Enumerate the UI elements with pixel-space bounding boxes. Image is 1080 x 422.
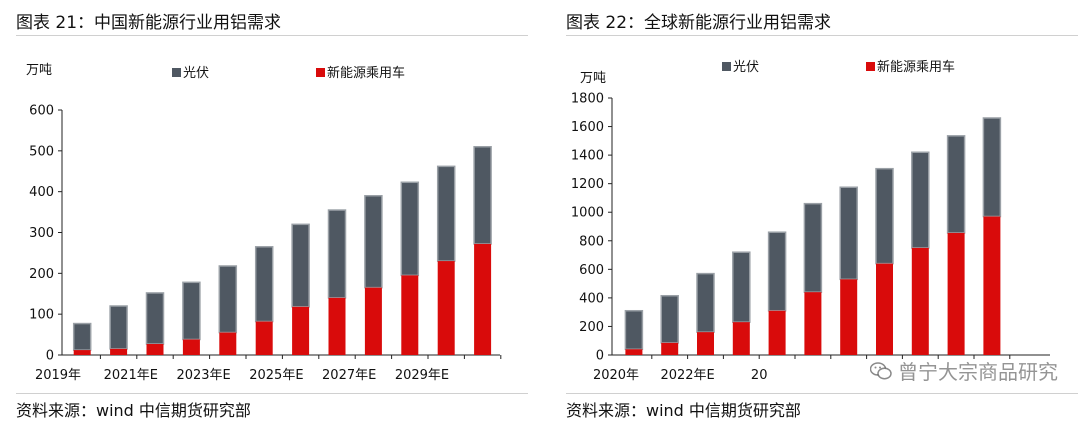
bar-ev <box>983 216 1001 355</box>
bar-ev <box>625 349 643 355</box>
bar-pv <box>946 135 966 234</box>
bar-ev <box>732 322 750 355</box>
bar-pv <box>72 322 92 351</box>
y-tick-label: 200 <box>579 320 604 335</box>
bar-ev <box>474 243 492 355</box>
bar-pv <box>364 195 383 289</box>
bar-ev <box>73 350 91 355</box>
bar-pv <box>660 294 679 344</box>
chart-panel-china: 图表 21：中国新能源行业用铝需求 万吨 光伏 新能源乘用车 0 100 200 300 40… <box>0 0 528 422</box>
bar-pv <box>473 146 492 245</box>
bar-ev <box>437 261 455 355</box>
bar-ev <box>661 342 679 355</box>
title-rule <box>16 35 528 36</box>
bar-pv <box>911 151 930 249</box>
y-tick-label: 600 <box>579 263 604 278</box>
y-unit-label: 万吨 <box>580 71 606 86</box>
x-tick-label: 20 <box>751 368 768 383</box>
bar-ev <box>364 287 382 355</box>
bar-ev <box>768 310 786 355</box>
y-tick-label: 100 <box>29 308 54 323</box>
stacked-bar-chart: 万吨 光伏 新能源乘用车 0 100 200 300 400 500 600 2019年 2021年E… <box>26 63 502 383</box>
bar-pv <box>109 305 128 350</box>
bar-ev <box>110 348 128 355</box>
legend-swatch <box>172 68 181 77</box>
y-tick-label: 600 <box>29 104 54 119</box>
bar-ev <box>219 332 237 355</box>
bar-pv <box>732 251 751 323</box>
y-tick-label: 500 <box>29 144 54 159</box>
bar-ev <box>255 321 273 355</box>
bar-ev <box>804 292 822 355</box>
x-tick-label: 2027年E <box>322 368 376 383</box>
bar-ev <box>146 343 164 355</box>
y-tick-label: 1800 <box>571 92 604 107</box>
y-tick-label: 0 <box>46 349 54 364</box>
legend-swatch <box>316 68 325 77</box>
bar-ev <box>401 275 419 355</box>
bar-ev <box>292 306 310 355</box>
wechat-icon <box>870 361 892 379</box>
bar-ev <box>697 332 714 355</box>
legend-swatch <box>722 62 731 71</box>
bar-ev <box>182 339 200 355</box>
bar-ev <box>911 247 929 355</box>
watermark-text: 曾宁大宗商品研究 <box>898 360 1058 384</box>
bar-pv <box>875 167 894 265</box>
chart-title: 图表 22：全球新能源行业用铝需求 <box>566 13 832 33</box>
title-rule <box>566 35 1078 36</box>
bar-pv <box>624 309 644 351</box>
y-tick-label: 300 <box>29 226 54 241</box>
y-tick-label: 200 <box>29 267 54 282</box>
legend-swatch <box>866 62 875 71</box>
source-rule <box>566 393 1078 394</box>
chart-title: 图表 21：中国新能源行业用铝需求 <box>16 13 282 33</box>
bar-pv <box>982 117 1002 218</box>
x-tick-label: 2019年 <box>35 368 81 383</box>
bar-pv <box>767 231 787 312</box>
legend-label: 新能源乘用车 <box>877 59 955 75</box>
y-tick-label: 400 <box>29 185 54 200</box>
y-tick-label: 1400 <box>571 149 604 164</box>
bar-pv <box>254 246 274 323</box>
bar-pv <box>291 223 310 308</box>
bar-pv <box>327 209 347 299</box>
y-tick-label: 1000 <box>571 206 604 221</box>
x-tick-label: 2020年 <box>593 368 639 383</box>
bar-pv <box>145 292 165 345</box>
y-tick-label: 0 <box>596 349 604 364</box>
legend-label: 新能源乘用车 <box>327 65 405 81</box>
bar-pv <box>839 186 858 281</box>
chart-panel-global: 图表 22：全球新能源行业用铝需求 万吨 光伏 新能源乘用车 0 200 400 600 80… <box>550 0 1080 422</box>
x-tick-label: 2022年E <box>660 368 714 383</box>
source-rule <box>16 393 528 394</box>
x-tick-label: 2023年E <box>176 368 230 383</box>
bar-pv <box>400 181 420 277</box>
x-tick-label: 2025年E <box>249 368 303 383</box>
y-unit-label: 万吨 <box>26 63 52 78</box>
bar-pv <box>436 165 456 262</box>
legend-label: 光伏 <box>733 60 759 75</box>
bar-pv <box>182 281 201 341</box>
bar-pv <box>696 272 715 333</box>
y-tick-label: 1200 <box>571 177 604 192</box>
y-tick-label: 1600 <box>571 120 604 135</box>
bar-ev <box>947 232 965 355</box>
bar-ev <box>876 263 893 355</box>
legend-label: 光伏 <box>183 66 209 81</box>
stacked-bar-chart: 万吨 光伏 新能源乘用车 0 200 400 600 800 1000 1200 1400 1600 1… <box>571 59 1050 383</box>
source-note: 资料来源：wind 中信期货研究部 <box>566 401 801 420</box>
y-tick-label: 400 <box>579 291 604 306</box>
x-tick-label: 2029年E <box>395 368 449 383</box>
bar-pv <box>218 265 238 334</box>
source-note: 资料来源：wind 中信期货研究部 <box>16 401 251 420</box>
bar-ev <box>328 297 346 355</box>
bar-ev <box>840 279 858 355</box>
y-tick-label: 800 <box>579 234 604 249</box>
bar-pv <box>803 202 823 293</box>
watermark: 曾宁大宗商品研究 <box>870 356 1058 385</box>
x-tick-label: 2021年E <box>104 368 158 383</box>
